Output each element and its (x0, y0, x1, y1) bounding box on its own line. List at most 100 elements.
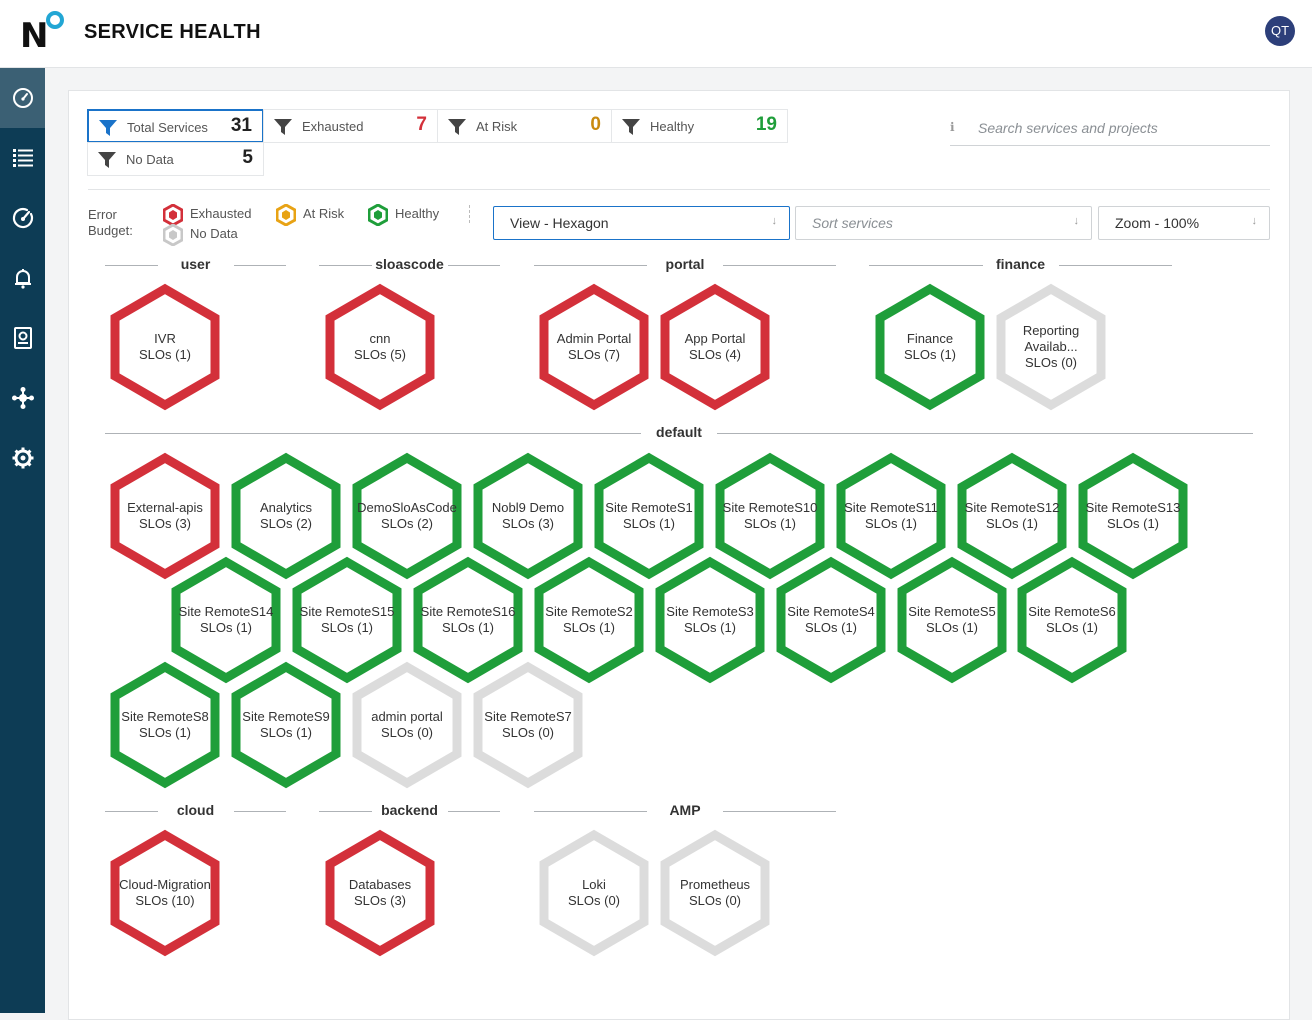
hexagon-shape (957, 452, 1067, 580)
group-header-line (1058, 265, 1172, 266)
hexagon-shape (996, 283, 1106, 411)
service-hexagon[interactable]: Site RemoteS3 SLOs (1) (654, 556, 766, 684)
sidebar-item-dashboard[interactable] (0, 68, 45, 128)
service-hexagon[interactable]: admin portal SLOs (0) (351, 661, 463, 789)
filter-total-services[interactable]: Total Services 31 (87, 109, 264, 143)
service-name: Site RemoteS13 (1085, 500, 1181, 515)
sidebar-item-settings[interactable] (0, 428, 45, 488)
sidebar-item-list[interactable] (0, 128, 45, 188)
sort-select[interactable]: Sort services ↓ (795, 206, 1092, 240)
group-name: default (656, 424, 702, 440)
service-hexagon[interactable]: Site RemoteS13 SLOs (1) (1077, 452, 1189, 580)
filter-funnel-icon (99, 120, 117, 136)
service-hexagon[interactable]: Nobl9 Demo SLOs (3) (472, 452, 584, 580)
error-budget-label: Error Budget: (88, 207, 133, 238)
service-slo-count: SLOs (7) (567, 347, 620, 362)
service-hexagon[interactable]: Site RemoteS15 SLOs (1) (291, 556, 403, 684)
group-header-line (105, 433, 641, 434)
service-name: Analytics (259, 500, 313, 515)
service-name: Finance (906, 331, 954, 346)
service-hexagon[interactable]: Site RemoteS14 SLOs (1) (170, 556, 282, 684)
service-name: DemoSloAsCode (357, 500, 457, 515)
service-hexagon[interactable]: Site RemoteS6 SLOs (1) (1016, 556, 1128, 684)
service-hexagon[interactable]: Finance SLOs (1) (874, 283, 986, 411)
service-name: Site RemoteS16 (420, 604, 516, 619)
service-hexagon[interactable]: External-apis SLOs (3) (109, 452, 221, 580)
hexagon-shape (110, 452, 220, 580)
hexagon-shape (1078, 452, 1188, 580)
service-hexagon[interactable]: IVR SLOs (1) (109, 283, 221, 411)
service-name: Site RemoteS3 (666, 604, 754, 619)
sidebar-item-alerts[interactable] (0, 248, 45, 308)
service-slo-count: SLOs (0) (1024, 355, 1077, 370)
service-hexagon-text: Site RemoteS16 SLOs (1) (418, 556, 518, 684)
user-avatar[interactable]: QT (1265, 16, 1295, 46)
group-name: portal (665, 256, 705, 272)
sidebar-item-slos[interactable] (0, 188, 45, 248)
sidebar-item-integrations[interactable] (0, 368, 45, 428)
service-slo-count: SLOs (1) (622, 516, 675, 531)
search-services-input[interactable]: ℹ Search services and projects (950, 110, 1270, 146)
service-slo-count: SLOs (3) (138, 516, 191, 531)
sidebar-item-reports[interactable] (0, 308, 45, 368)
service-hexagon[interactable]: Site RemoteS4 SLOs (1) (775, 556, 887, 684)
service-hexagon[interactable]: App Portal SLOs (4) (659, 283, 771, 411)
service-hexagon[interactable]: Site RemoteS10 SLOs (1) (714, 452, 826, 580)
service-name: Admin Portal (556, 331, 632, 346)
filter-healthy[interactable]: Healthy 19 (611, 109, 788, 143)
service-hexagon[interactable]: Site RemoteS16 SLOs (1) (412, 556, 524, 684)
view-select[interactable]: View - Hexagon ↓ (493, 206, 790, 240)
service-hexagon[interactable]: Site RemoteS11 SLOs (1) (835, 452, 947, 580)
filter-exhausted[interactable]: Exhausted 7 (263, 109, 438, 143)
service-hexagon[interactable]: Analytics SLOs (2) (230, 452, 342, 580)
service-name: Site RemoteS15 (299, 604, 395, 619)
bell-icon (14, 269, 31, 289)
zoom-select[interactable]: Zoom - 100% ↓ (1098, 206, 1270, 240)
service-hexagon-text: Site RemoteS5 SLOs (1) (902, 556, 1002, 684)
service-hexagon[interactable]: Site RemoteS9 SLOs (1) (230, 661, 342, 789)
service-hexagon[interactable]: cnn SLOs (5) (324, 283, 436, 411)
filter-no-data[interactable]: No Data 5 (87, 142, 264, 176)
group-name: finance (995, 256, 1045, 272)
service-hexagon-text: admin portal SLOs (0) (357, 661, 457, 789)
hexagon-shape (231, 661, 341, 789)
service-hexagon[interactable]: Reporting Availab... SLOs (0) (995, 283, 1107, 411)
service-hexagon[interactable]: Site RemoteS2 SLOs (1) (533, 556, 645, 684)
service-hexagon[interactable]: Site RemoteS12 SLOs (1) (956, 452, 1068, 580)
service-hexagon-text: Site RemoteS9 SLOs (1) (236, 661, 336, 789)
group-header-line (233, 811, 286, 812)
service-hexagon[interactable]: Site RemoteS5 SLOs (1) (896, 556, 1008, 684)
service-hexagon[interactable]: Site RemoteS8 SLOs (1) (109, 661, 221, 789)
service-hexagon-text: Databases SLOs (3) (330, 829, 430, 957)
hexagon-shape (539, 283, 649, 411)
group-header-line (233, 265, 286, 266)
service-slo-count: SLOs (1) (743, 516, 796, 531)
hexagon-shape (352, 661, 462, 789)
hexagon-shape (594, 452, 704, 580)
service-hexagon-text: Site RemoteS1 SLOs (1) (599, 452, 699, 580)
service-hexagon[interactable]: DemoSloAsCode SLOs (2) (351, 452, 463, 580)
service-hexagon[interactable]: Site RemoteS7 SLOs (0) (472, 661, 584, 789)
filter-at-risk[interactable]: At Risk 0 (437, 109, 612, 143)
service-slo-count: SLOs (1) (320, 620, 373, 635)
service-hexagon[interactable]: Databases SLOs (3) (324, 829, 436, 957)
hexagon-shape (292, 556, 402, 684)
hexagon-shape (1017, 556, 1127, 684)
view-select-value: View - Hexagon (510, 215, 609, 231)
hexagon-shape (352, 452, 462, 580)
dropdown-arrow-icon: ↓ (1073, 215, 1080, 227)
service-hexagon-text: cnn SLOs (5) (330, 283, 430, 411)
service-hexagon[interactable]: Admin Portal SLOs (7) (538, 283, 650, 411)
service-hexagon[interactable]: Prometheus SLOs (0) (659, 829, 771, 957)
service-hexagon[interactable]: Loki SLOs (0) (538, 829, 650, 957)
filter-funnel-icon (98, 152, 116, 168)
service-slo-count: SLOs (1) (903, 347, 956, 362)
nobl9-logo[interactable]: N (20, 11, 68, 53)
filter-label: Exhausted (302, 119, 364, 134)
group-header: user (105, 256, 286, 276)
service-hexagon-text: External-apis SLOs (3) (115, 452, 215, 580)
group-header-line (534, 811, 647, 812)
service-hexagon[interactable]: Cloud-Migration SLOs (10) (109, 829, 221, 957)
integrations-icon (11, 387, 34, 409)
service-hexagon[interactable]: Site RemoteS1 SLOs (1) (593, 452, 705, 580)
